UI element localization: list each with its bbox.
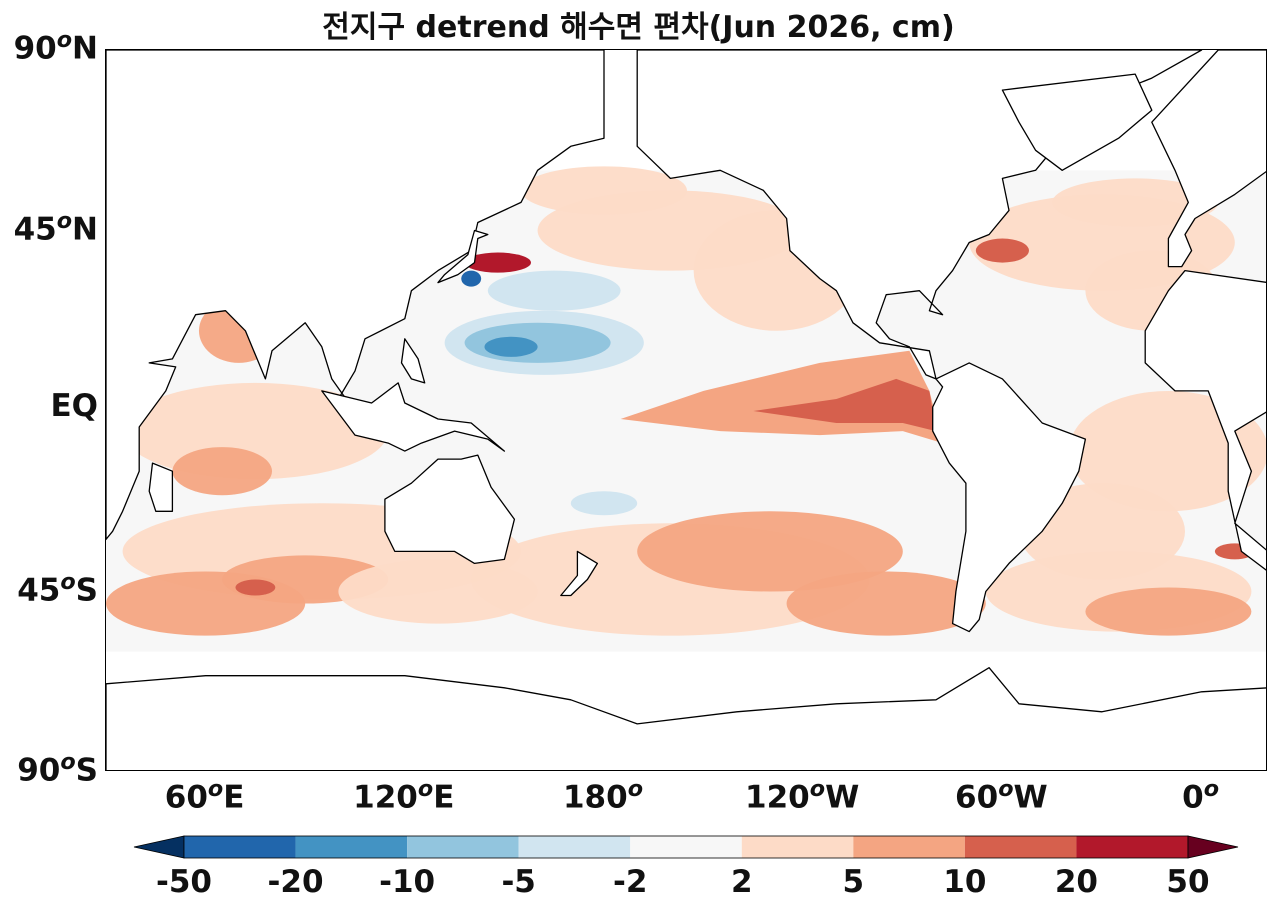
colorbar-tick-label: 50 (1166, 864, 1210, 900)
land-europe (1151, 50, 1266, 268)
map-panel (105, 49, 1267, 771)
colorbar-tick-label: -10 (379, 864, 436, 900)
south-pacific-negative (570, 491, 638, 516)
land-madagascar (148, 462, 174, 512)
land-antarctica (106, 667, 1266, 770)
colorbar-tick-label: -50 (155, 864, 212, 900)
anomaly-patch-16 (1019, 483, 1185, 580)
colorbar-tick-label: -20 (267, 864, 324, 900)
colorbar-tick-label: 10 (943, 864, 987, 900)
x-tick-label: 120oE (353, 776, 455, 816)
anomaly-patch-15 (1068, 390, 1266, 512)
x-tick-label: 180o (562, 776, 644, 816)
colorbar-segment (1076, 836, 1188, 858)
anomaly-patch-9 (1085, 587, 1252, 636)
chart-title: 전지구 detrend 해수면 편차(Jun 2026, cm) (322, 10, 955, 45)
anomaly-patch-6 (637, 511, 903, 592)
anomaly-patch-7 (786, 571, 986, 636)
colorbar-segment (964, 836, 1077, 858)
y-tick-label: 45oS (17, 568, 98, 608)
colorbar-tick-label: 20 (1054, 864, 1098, 900)
wtnp-negative-strong (484, 336, 538, 357)
x-tick-label: 60oE (164, 776, 245, 816)
y-tick-label: 90oN (13, 27, 98, 67)
colorbar-segment (295, 836, 408, 858)
anomaly-patch-11 (521, 166, 687, 215)
colorbar-under-arrow (133, 835, 185, 859)
y-tick-label: EQ (50, 388, 98, 424)
land-greenland (1001, 73, 1153, 171)
land-australia (384, 454, 516, 565)
kuroshio-negative (461, 270, 482, 287)
colorbar-tick-label: 2 (730, 864, 753, 900)
land-japan (437, 229, 489, 284)
colorbar-tick-label: 5 (842, 864, 865, 900)
colorbar-segment (853, 836, 965, 858)
anomaly-patch-18 (172, 447, 272, 496)
x-tick-label: 0o (1182, 776, 1220, 816)
colorbar-segment (518, 836, 631, 858)
x-tick-label: 60oW (955, 776, 1048, 816)
colorbar-over-arrow (1187, 835, 1239, 859)
colorbar-segment (407, 836, 519, 858)
colorbar-segment (741, 836, 854, 858)
gulf-stream-positive (975, 238, 1029, 263)
y-tick-label: 45oN (13, 207, 98, 247)
land-south-america (932, 362, 1087, 633)
colorbar-tick-label: -2 (613, 864, 648, 900)
sea-level-anomaly-map (106, 50, 1266, 770)
land-new-zealand (560, 550, 599, 597)
colorbar-tick-label: -5 (501, 864, 536, 900)
land-africa-west (1144, 269, 1266, 571)
indian-southern-positive (235, 579, 276, 596)
land-philippines (400, 338, 426, 384)
colorbar-segment (630, 836, 742, 858)
y-tick-label: 90oS (17, 749, 98, 789)
subtropical-negative (487, 270, 621, 311)
land-eurasia-africa (106, 50, 605, 541)
anomaly-patch-19 (1052, 178, 1219, 227)
x-tick-label: 120oW (745, 776, 860, 816)
kuroshio-positive (464, 252, 531, 273)
land-maritime (321, 382, 506, 452)
el-nino-tongue-strong (753, 378, 936, 432)
colorbar-segment (184, 836, 296, 858)
